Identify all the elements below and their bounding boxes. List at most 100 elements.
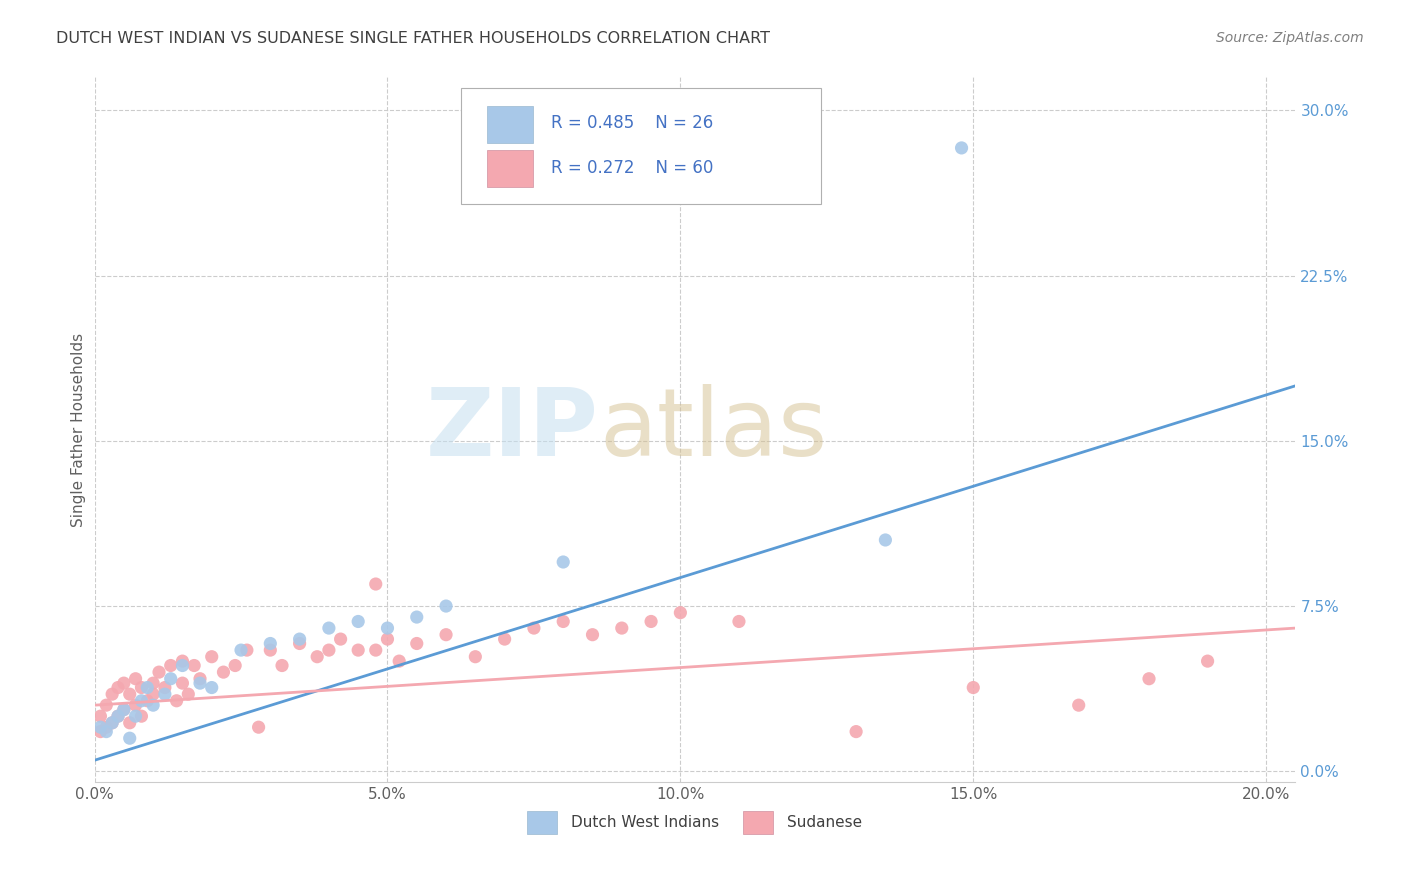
Point xyxy=(148,665,170,680)
Point xyxy=(136,694,159,708)
Point xyxy=(96,698,118,713)
Point xyxy=(101,715,124,730)
Point xyxy=(131,681,153,695)
Text: Source: ZipAtlas.com: Source: ZipAtlas.com xyxy=(1216,31,1364,45)
Point xyxy=(112,676,135,690)
Point xyxy=(101,715,124,730)
Text: R = 0.485    N = 26: R = 0.485 N = 26 xyxy=(551,114,713,132)
Point xyxy=(494,632,516,646)
Point xyxy=(177,687,200,701)
FancyBboxPatch shape xyxy=(527,811,557,834)
Point xyxy=(434,599,457,613)
Text: ZIP: ZIP xyxy=(426,384,599,475)
Point xyxy=(669,606,692,620)
Point xyxy=(405,610,427,624)
Point xyxy=(962,681,984,695)
Point xyxy=(950,141,973,155)
Text: Dutch West Indians: Dutch West Indians xyxy=(571,815,720,830)
Point xyxy=(259,643,281,657)
Point xyxy=(107,709,129,723)
Point xyxy=(581,628,603,642)
Point xyxy=(153,681,176,695)
FancyBboxPatch shape xyxy=(488,106,533,143)
Point xyxy=(1137,672,1160,686)
Point xyxy=(159,672,181,686)
Point xyxy=(377,621,399,635)
Point xyxy=(118,715,141,730)
Point xyxy=(172,654,194,668)
Point xyxy=(183,658,205,673)
Point xyxy=(124,672,146,686)
Point xyxy=(107,681,129,695)
Y-axis label: Single Father Households: Single Father Households xyxy=(72,333,86,527)
Point xyxy=(131,694,153,708)
Text: atlas: atlas xyxy=(599,384,827,475)
Point xyxy=(318,621,340,635)
Point xyxy=(610,621,633,635)
Point xyxy=(153,687,176,701)
Point xyxy=(728,615,751,629)
Point xyxy=(318,643,340,657)
Point xyxy=(347,643,370,657)
Point xyxy=(464,649,486,664)
Point xyxy=(405,636,427,650)
Point xyxy=(388,654,411,668)
Point xyxy=(124,698,146,713)
Point xyxy=(172,676,194,690)
Point xyxy=(347,615,370,629)
Point xyxy=(364,643,387,657)
Point xyxy=(96,724,118,739)
Point xyxy=(118,687,141,701)
Point xyxy=(259,636,281,650)
Point xyxy=(875,533,897,547)
Point xyxy=(96,720,118,734)
Text: Sudanese: Sudanese xyxy=(787,815,863,830)
FancyBboxPatch shape xyxy=(742,811,773,834)
Point xyxy=(112,702,135,716)
Point xyxy=(364,577,387,591)
Point xyxy=(229,643,252,657)
Point xyxy=(89,709,111,723)
Point xyxy=(131,709,153,723)
Point xyxy=(212,665,235,680)
Point xyxy=(553,615,575,629)
Point xyxy=(434,628,457,642)
Point xyxy=(166,694,188,708)
Point xyxy=(288,636,311,650)
Point xyxy=(553,555,575,569)
Point xyxy=(523,621,546,635)
Point xyxy=(307,649,329,664)
Text: DUTCH WEST INDIAN VS SUDANESE SINGLE FATHER HOUSEHOLDS CORRELATION CHART: DUTCH WEST INDIAN VS SUDANESE SINGLE FAT… xyxy=(56,31,770,46)
Point xyxy=(89,720,111,734)
Text: R = 0.272    N = 60: R = 0.272 N = 60 xyxy=(551,159,713,177)
Point xyxy=(329,632,352,646)
Point xyxy=(201,681,224,695)
Point xyxy=(159,658,181,673)
Point xyxy=(142,676,165,690)
Point xyxy=(124,709,146,723)
Point xyxy=(236,643,259,657)
FancyBboxPatch shape xyxy=(461,88,821,204)
Point xyxy=(1197,654,1219,668)
Point xyxy=(640,615,662,629)
Point xyxy=(188,672,211,686)
Point xyxy=(136,681,159,695)
FancyBboxPatch shape xyxy=(488,150,533,186)
Point xyxy=(201,649,224,664)
Point xyxy=(172,658,194,673)
Point xyxy=(107,709,129,723)
Point xyxy=(118,731,141,746)
Point xyxy=(377,632,399,646)
Point xyxy=(188,676,211,690)
Point xyxy=(1067,698,1090,713)
Point xyxy=(112,702,135,716)
Point xyxy=(247,720,270,734)
Point xyxy=(142,687,165,701)
Point xyxy=(142,698,165,713)
Point xyxy=(224,658,246,673)
Point xyxy=(101,687,124,701)
Point xyxy=(271,658,294,673)
Point xyxy=(845,724,868,739)
Point xyxy=(288,632,311,646)
Point xyxy=(89,724,111,739)
